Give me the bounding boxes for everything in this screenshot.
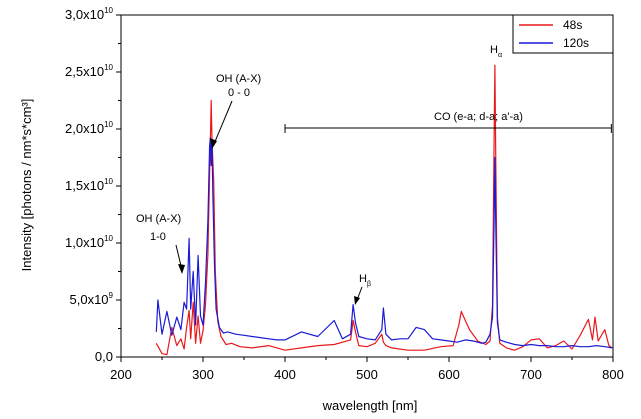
annotation-oh-1-0-line1: OH (A-X) <box>136 213 181 225</box>
x-tick-label: 300 <box>192 367 214 382</box>
legend-label-120s: 120s <box>563 36 589 50</box>
annotation-h-alpha-label: Hα <box>490 44 502 59</box>
legend-label-48s: 48s <box>563 18 582 32</box>
legend: 48s 120s <box>512 14 614 54</box>
annotation-oh-0-0-arrowhead <box>210 138 217 149</box>
y-tick-label: 2,5x1010 <box>65 63 113 79</box>
series-line-48s <box>155 64 613 356</box>
y-tick-label: 3,0x1010 <box>65 6 113 22</box>
y-axis: 0,0 5,0x109 1,0x1010 1,5x1010 2,0x1010 2,5x10… <box>65 6 121 364</box>
annotation-h-beta: Hβ <box>354 273 371 305</box>
annotation-oh-0-0-line1: OH (A-X) <box>216 73 261 85</box>
y-tick-label: 2,0x1010 <box>65 120 113 136</box>
y-tick-label: 1,5x1010 <box>65 177 113 193</box>
x-tick-label: 600 <box>438 367 460 382</box>
legend-box <box>512 14 614 54</box>
annotation-oh-1-0: OH (A-X) 1-0 <box>136 213 185 274</box>
y-axis-label: Intensity [photons / nm*s*cm³] <box>19 99 34 272</box>
annotation-h-alpha: Hα <box>490 44 502 59</box>
plot-lines-layer <box>155 64 613 356</box>
series-line-120s <box>155 137 613 349</box>
annotation-co-band: CO (e-a; d-a; a'-a) <box>284 111 612 133</box>
annotation-oh-1-0-arrowhead <box>178 264 185 274</box>
annotation-oh-0-0: OH (A-X) 0 - 0 <box>210 73 261 149</box>
annotation-co-label: CO (e-a; d-a; a'-a) <box>434 111 523 123</box>
x-tick-label: 200 <box>110 367 132 382</box>
x-tick-label: 500 <box>356 367 378 382</box>
annotation-h-beta-arrowhead <box>354 296 360 305</box>
x-tick-label: 800 <box>602 367 624 382</box>
annotation-h-beta-label: Hβ <box>359 273 371 288</box>
annotation-oh-1-0-line2: 1-0 <box>150 231 166 243</box>
annotation-oh-0-0-line2: 0 - 0 <box>228 87 250 99</box>
x-axis-label: wavelength [nm] <box>322 398 418 413</box>
annotation-oh-0-0-arrow <box>213 100 233 145</box>
x-axis: 200 300 400 500 600 700 800 <box>110 357 624 382</box>
y-tick-label: 1,0x1010 <box>65 234 113 250</box>
y-tick-label: 5,0x109 <box>70 291 114 307</box>
x-tick-label: 700 <box>520 367 542 382</box>
x-tick-label: 400 <box>274 367 296 382</box>
y-tick-label: 0,0 <box>95 349 113 364</box>
